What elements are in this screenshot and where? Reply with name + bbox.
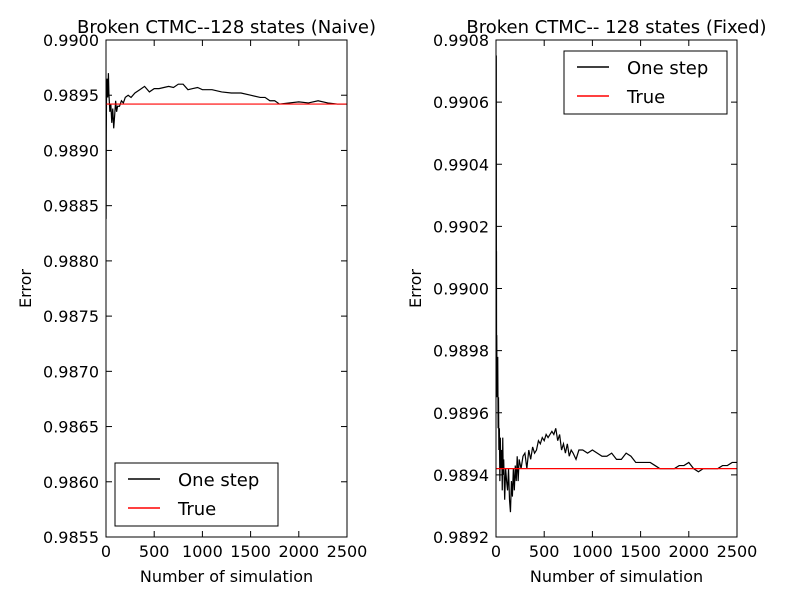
x-axis-label: Number of simulation	[530, 567, 703, 586]
x-tick-label: 500	[139, 542, 170, 561]
y-tick-label: 0.9900	[433, 280, 489, 299]
legend-label: One step	[627, 58, 708, 79]
legend-label: True	[177, 499, 216, 520]
x-tick-label: 1000	[572, 542, 613, 561]
y-tick-label: 0.9894	[433, 466, 489, 485]
legend-label: One step	[178, 470, 259, 491]
x-tick-label: 2000	[668, 542, 709, 561]
x-tick-label: 1500	[230, 542, 271, 561]
y-tick-label: 0.9860	[43, 473, 99, 492]
legend-label: True	[626, 87, 665, 108]
y-tick-label: 0.9875	[43, 307, 99, 326]
y-tick-label: 0.9880	[43, 252, 99, 271]
series-line-one-step	[106, 73, 347, 219]
y-tick-label: 0.9890	[43, 141, 99, 160]
y-axis-label: Error	[406, 269, 425, 308]
y-tick-label: 0.9904	[433, 155, 489, 174]
legend: One step True	[563, 50, 728, 115]
x-tick-label: 2000	[278, 542, 319, 561]
x-tick-label: 0	[101, 542, 111, 561]
y-tick-label: 0.9892	[433, 528, 489, 547]
y-tick-label: 0.9908	[433, 31, 489, 50]
chart-panel-fixed: 0 500 1000 1500 2000 2500 0.9892 0.9894 0.9896 0.…	[406, 17, 767, 586]
chart-title: Broken CTMC-- 128 states (Fixed)	[466, 17, 766, 38]
x-tick-label: 1000	[182, 542, 223, 561]
chart-title: Broken CTMC--128 states (Naive)	[77, 17, 376, 38]
y-tick-label: 0.9855	[43, 528, 99, 547]
y-tick-label: 0.9900	[43, 31, 99, 50]
y-tick-label: 0.9896	[433, 404, 489, 423]
x-tick-label: 0	[491, 542, 501, 561]
y-axis-label: Error	[16, 269, 35, 308]
x-tick-label: 2500	[327, 542, 368, 561]
y-tick-label: 0.9906	[433, 93, 489, 112]
x-tick-label: 1500	[620, 542, 661, 561]
y-tick-label: 0.9865	[43, 418, 99, 437]
x-tick-label: 500	[529, 542, 560, 561]
y-tick-label: 0.9895	[43, 86, 99, 105]
x-axis-label: Number of simulation	[140, 567, 313, 586]
plot-frame	[105, 39, 348, 538]
y-tick-label: 0.9885	[43, 197, 99, 216]
y-tick-label: 0.9898	[433, 342, 489, 361]
x-tick-label: 2500	[717, 542, 758, 561]
y-tick-label: 0.9870	[43, 362, 99, 381]
legend: One step True	[114, 462, 279, 527]
legend-box	[563, 50, 728, 115]
chart-panel-naive: 0 500 1000 1500 2000 2500 0.9855 0.9860 0.9865 0.…	[16, 17, 376, 586]
legend-box	[114, 462, 279, 527]
y-tick-label: 0.9902	[433, 217, 489, 236]
